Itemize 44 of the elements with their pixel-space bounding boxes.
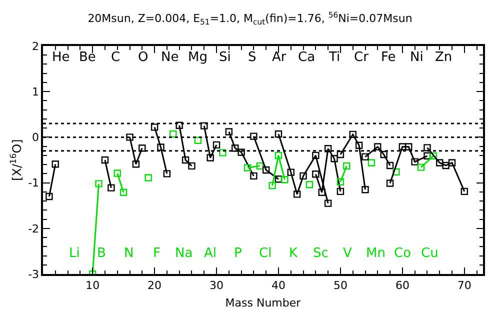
annotation: Si (219, 50, 231, 65)
x-tick-label: 50 (333, 278, 348, 292)
y-tick-label: 2 (32, 40, 40, 53)
annotation: P (234, 246, 242, 261)
x-tick-label: 70 (457, 278, 472, 292)
x-tick-label: 60 (395, 278, 410, 292)
annotation: Fe (381, 50, 396, 65)
y-tick-label: -2 (28, 222, 40, 236)
annotation: Co (394, 246, 412, 261)
annotation: N (124, 246, 134, 261)
annotation: Mn (366, 246, 386, 261)
annotation: K (289, 246, 298, 261)
y-tick-label: 1 (32, 85, 40, 98)
x-tick-label: 20 (148, 278, 162, 292)
annotation: Ti (328, 50, 340, 65)
annotation: Li (69, 246, 80, 261)
annotation: Ni (410, 50, 424, 65)
annotation: Na (175, 246, 193, 261)
annotation: Cu (421, 246, 438, 261)
x-axis-title: Mass Number (225, 296, 302, 310)
annotation: C (111, 50, 120, 65)
annotation: Mg (188, 50, 208, 65)
annotation: Al (204, 246, 217, 261)
annotation: Cr (354, 50, 370, 65)
x-tick-label: 40 (271, 278, 286, 292)
chart-title: 20Msun, Z=0.004, E$_{51}$=1.0, M$_{cut}$(fin)=1.76, $^{56}$Ni=0.07Msun (88, 10, 412, 26)
x-tick-label: 10 (86, 278, 100, 292)
y-tick-label: -1 (28, 176, 40, 190)
y-tick-label: -3 (28, 268, 40, 281)
annotation: He (52, 50, 70, 65)
y-tick-label: 0 (32, 131, 40, 144)
annotation: Cl (259, 246, 272, 261)
annotation: S (248, 50, 256, 65)
annotation: Ca (298, 50, 316, 65)
annotation: F (153, 246, 160, 261)
annotation: B (97, 246, 106, 261)
x-tick-label: 30 (210, 278, 224, 292)
annotation: O (138, 50, 148, 65)
annotation: Sc (313, 246, 328, 261)
annotation: V (343, 246, 352, 261)
annotation: Zn (435, 50, 452, 65)
annotation: Ne (161, 50, 179, 65)
annotation: Ar (272, 50, 287, 65)
annotation: Be (79, 50, 96, 65)
